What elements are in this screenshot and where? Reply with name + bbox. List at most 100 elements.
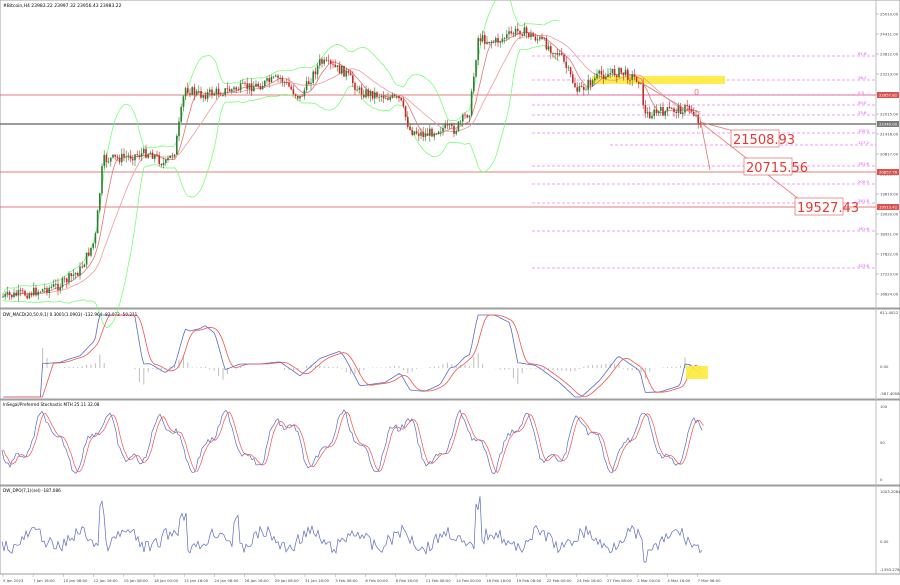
- candle: [371, 91, 374, 101]
- candle: [404, 105, 407, 121]
- candle: [365, 85, 367, 100]
- macd-panel[interactable]: [0, 308, 900, 400]
- candle: [193, 83, 196, 101]
- candle: [268, 74, 270, 88]
- candle: [261, 81, 264, 90]
- candle: [464, 112, 466, 120]
- candle: [347, 69, 350, 76]
- candle: [446, 119, 449, 130]
- candle: [182, 94, 185, 112]
- candle: [204, 91, 207, 101]
- svg-text:0: 0: [694, 88, 699, 97]
- candle: [187, 82, 189, 96]
- candle: [316, 63, 319, 80]
- candle: [253, 81, 255, 92]
- candle: [244, 81, 246, 86]
- candle: [499, 40, 501, 48]
- candle: [409, 123, 411, 131]
- candle: [222, 92, 224, 97]
- candle: [308, 76, 310, 85]
- target-box-1: [730, 129, 780, 148]
- candle: [305, 76, 308, 93]
- candle: [517, 23, 519, 36]
- dpo-panel[interactable]: [0, 485, 900, 575]
- candle: [459, 119, 462, 126]
- macd-signal-line: [5, 314, 703, 398]
- time-tick: 18 Jan 00:00: [154, 578, 179, 583]
- dpo-indicator: [1, 496, 703, 563]
- candle: [556, 48, 559, 61]
- time-tick: 12 Jan 16:00: [94, 578, 119, 583]
- candle: [686, 99, 688, 111]
- stochastic-panel[interactable]: [0, 399, 900, 486]
- target-box-3: [794, 197, 844, 216]
- candle: [567, 64, 570, 72]
- candle: [151, 149, 154, 160]
- candle: [211, 86, 213, 99]
- candle: [565, 56, 567, 74]
- stoch-tick: 50: [880, 440, 885, 445]
- candle: [85, 252, 88, 268]
- candle: [275, 73, 277, 78]
- symbol-title: #Bitcoin,H4 23983.22 23997.32 23956.43 2…: [3, 3, 122, 9]
- price-scale[interactable]: 25010.0024411.0023812.0023213.0022614.00…: [876, 12, 899, 297]
- candle: [622, 72, 625, 81]
- candle: [341, 64, 343, 76]
- candle: [378, 93, 380, 103]
- time-tick: 24 Jan 08:00: [214, 578, 239, 583]
- candle: [99, 192, 101, 213]
- candle: [134, 153, 136, 167]
- candle: [673, 106, 675, 117]
- time-tick: 6 Feb 00:00: [365, 578, 388, 583]
- candle: [239, 80, 242, 93]
- candle: [24, 289, 26, 297]
- candle: [272, 75, 275, 79]
- candle: [195, 89, 198, 97]
- candle: [74, 272, 77, 280]
- candle: [149, 150, 152, 155]
- candle: [112, 154, 114, 159]
- bb-lower: [2, 44, 560, 328]
- candle: [184, 86, 187, 101]
- macd-scale: 611.4022 0.00 -587.4058: [880, 310, 900, 396]
- candle: [206, 88, 209, 103]
- candle: [294, 93, 297, 99]
- candle: [103, 150, 105, 169]
- candle: [330, 59, 332, 70]
- stoch-tick: 0: [880, 477, 883, 482]
- candle: [123, 148, 125, 162]
- candle: [506, 30, 508, 42]
- candle: [96, 209, 99, 234]
- candle: [147, 153, 149, 159]
- candle: [591, 78, 594, 88]
- candle: [525, 25, 528, 39]
- candle: [4, 291, 6, 300]
- candle: [668, 101, 671, 110]
- candle: [246, 77, 248, 95]
- candle: [162, 157, 165, 169]
- candle: [215, 86, 218, 100]
- candle: [167, 155, 169, 163]
- price-tick: 24411.00: [880, 32, 899, 37]
- candle: [602, 69, 605, 85]
- candle: [61, 276, 64, 290]
- price-tags: 22857.82 22340.00 20857.76 19513.42: [877, 92, 899, 210]
- candle: [118, 154, 121, 165]
- candle: [281, 75, 284, 87]
- candle: [255, 80, 257, 88]
- candle: [523, 22, 526, 36]
- stoch-tick: 100: [880, 404, 888, 409]
- candle: [44, 284, 46, 294]
- candle: [598, 69, 600, 79]
- candle: [532, 31, 534, 37]
- candle: [508, 26, 510, 40]
- candle: [666, 106, 669, 116]
- candle: [202, 94, 204, 102]
- price-tick: 16624.00: [880, 292, 899, 297]
- candlesticks[interactable]: [2, 22, 702, 302]
- candle: [160, 162, 163, 168]
- candle: [475, 59, 477, 78]
- fib-label: 161.8: [858, 161, 869, 166]
- candle: [633, 68, 636, 81]
